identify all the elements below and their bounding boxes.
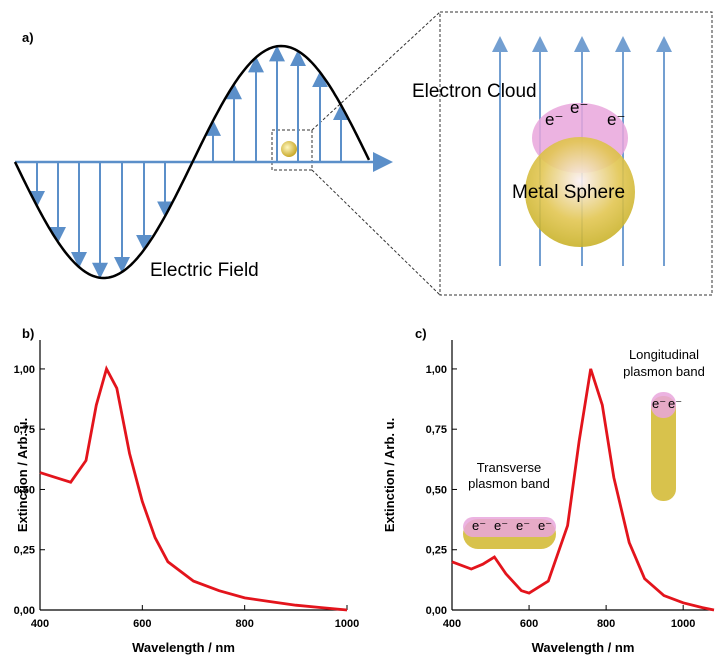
panel-label: c) bbox=[415, 326, 427, 341]
y-tick-label: 1,00 bbox=[426, 364, 447, 376]
electron: e⁻ bbox=[607, 110, 625, 129]
x-tick-label: 400 bbox=[443, 618, 461, 630]
electron: e⁻ bbox=[545, 110, 563, 129]
y-tick-label: 0,25 bbox=[14, 545, 35, 557]
y-axis-label: Extinction / Arb. u. bbox=[15, 418, 30, 532]
data-line bbox=[451, 368, 715, 612]
y-tick-label: 1,00 bbox=[14, 364, 35, 376]
zoom-line bbox=[311, 11, 441, 131]
electron: e⁻ bbox=[516, 518, 530, 533]
x-tick-label: 800 bbox=[235, 618, 253, 630]
electron: e⁻ bbox=[538, 518, 552, 533]
zoom-panel bbox=[439, 11, 713, 296]
particle bbox=[281, 141, 297, 157]
panel-label: a) bbox=[22, 30, 34, 45]
metal-sphere bbox=[525, 137, 635, 247]
electron: e⁻ bbox=[494, 518, 508, 533]
label: Electron Cloud bbox=[412, 81, 537, 102]
y-tick-label: 0,75 bbox=[14, 424, 35, 436]
y-tick-label: 0,50 bbox=[14, 484, 35, 496]
annotation: Longitudinal bbox=[629, 347, 699, 362]
y-tick-label: 0,75 bbox=[426, 424, 447, 436]
zoom-box bbox=[271, 129, 313, 171]
y-tick-label: 0,00 bbox=[14, 605, 35, 617]
panel-label: b) bbox=[22, 326, 34, 341]
y-tick-label: 0,00 bbox=[426, 605, 447, 617]
x-tick-label: 800 bbox=[597, 618, 615, 630]
longitudinal-rod bbox=[651, 396, 676, 501]
x-tick-label: 400 bbox=[31, 618, 49, 630]
label: Metal Sphere bbox=[512, 182, 625, 203]
x-tick-label: 1000 bbox=[671, 618, 695, 630]
y-tick-label: 0,50 bbox=[426, 484, 447, 496]
rod-cloud bbox=[651, 392, 676, 418]
rod-cloud bbox=[463, 517, 556, 537]
zoom-line bbox=[311, 169, 441, 296]
x-tick-label: 1000 bbox=[335, 618, 359, 630]
annotation: plasmon band bbox=[623, 364, 705, 379]
wave bbox=[13, 44, 371, 280]
electron: e⁻ bbox=[652, 396, 666, 411]
y-tick-label: 0,25 bbox=[426, 545, 447, 557]
electron: e⁻ bbox=[668, 396, 682, 411]
annotation: Transverse bbox=[477, 460, 542, 475]
panel-a: a) Electron Cloud Metal Sphere Electric Fie… bbox=[13, 11, 713, 296]
annotation: plasmon band bbox=[468, 476, 550, 491]
x-axis-label: Wavelength / nm bbox=[532, 640, 635, 655]
electron: e⁻ bbox=[570, 98, 588, 117]
x-axis-label: Wavelength / nm bbox=[132, 640, 235, 655]
electron: e⁻ bbox=[472, 518, 486, 533]
y-axis-label: Extinction / Arb. u. bbox=[382, 418, 397, 532]
data-line bbox=[39, 365, 348, 612]
x-tick-label: 600 bbox=[133, 618, 151, 630]
label: Electric Field bbox=[150, 260, 259, 281]
panel-c-rods bbox=[463, 392, 676, 549]
x-tick-label: 600 bbox=[520, 618, 538, 630]
